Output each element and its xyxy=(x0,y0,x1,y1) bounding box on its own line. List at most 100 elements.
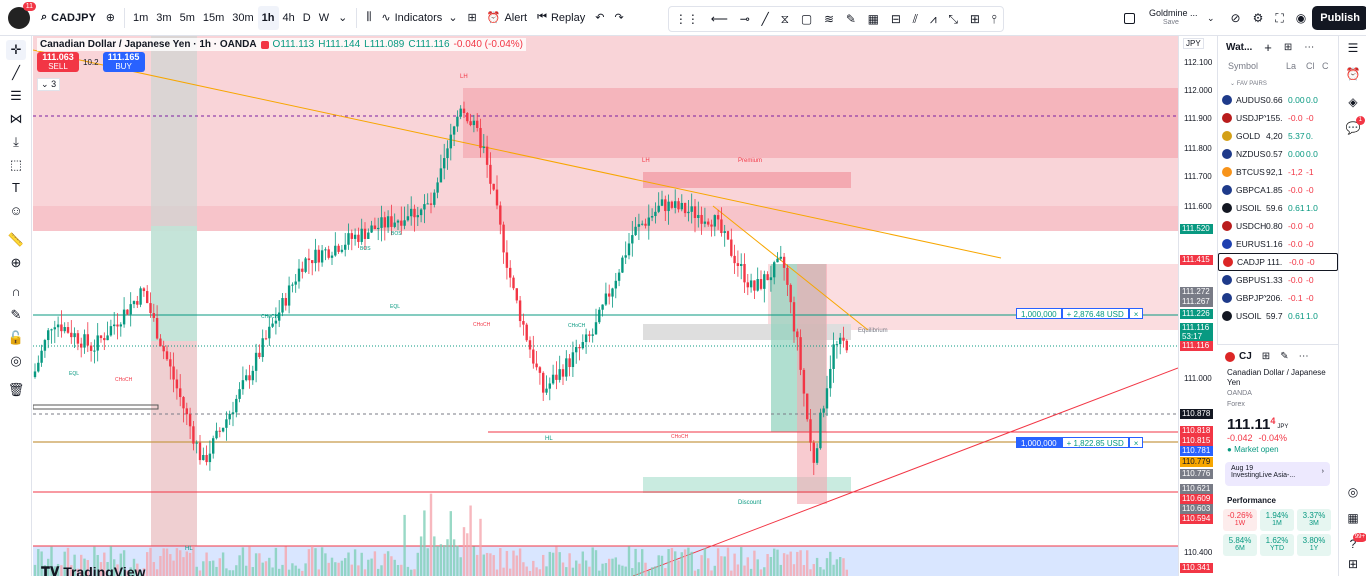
alert-button[interactable]: ⏰ Alert xyxy=(482,6,532,30)
watchlist-icon[interactable]: ☰ xyxy=(1347,41,1359,55)
eye-icon[interactable]: ◎ xyxy=(10,353,22,368)
indicator-collapse-button[interactable]: ⌄ 3 xyxy=(37,78,61,91)
price-chart[interactable] xyxy=(33,36,1178,576)
indicators-button[interactable]: ∿ Indicators ⌄ xyxy=(376,6,462,30)
layers-icon[interactable]: ◈ xyxy=(1348,95,1358,109)
camera-icon[interactable]: ◉ xyxy=(1295,11,1307,25)
crosshair-icon[interactable]: ✛ xyxy=(6,40,26,60)
buy-button[interactable]: 111.165 BUY xyxy=(102,52,145,72)
watchlist-row[interactable]: BTCUS 92,1 -1,2 -1 xyxy=(1218,163,1338,181)
performance-cell[interactable]: -0.26% 1W xyxy=(1223,509,1257,531)
lock-icon[interactable]: 🔓 xyxy=(7,330,25,345)
legend-eye-icon[interactable] xyxy=(260,40,269,49)
chevron-down-icon[interactable]: ⌄ xyxy=(1207,12,1215,23)
watchlist-row[interactable]: USOIL 59.7 0.61 1.0 xyxy=(1218,307,1338,325)
rectangle-icon[interactable]: ▢ xyxy=(800,12,813,26)
price-axis[interactable]: JPY 112.100 112.000 111.900 111.800 111.700 1… xyxy=(1178,36,1216,576)
layout-icon[interactable]: ⊞ xyxy=(1283,41,1293,53)
emoji-tool-icon[interactable]: ☺ xyxy=(9,203,23,218)
watchlist-row[interactable]: GBPJPY 206. -0.1 -0 xyxy=(1218,289,1338,307)
vertical-line-icon[interactable]: ⫯ xyxy=(991,11,997,26)
interval-30m[interactable]: 30m xyxy=(232,11,254,24)
watchlist-row[interactable]: GBPUSD 1.33 -0.0 -0 xyxy=(1218,271,1338,289)
layers-bottom-icon[interactable]: ⊞ xyxy=(1347,557,1359,571)
interval-1h[interactable]: 1h xyxy=(257,5,279,30)
symbol-search[interactable]: ⌕ CADJPY xyxy=(36,6,101,30)
drag-handle-icon[interactable]: ⋮⋮ xyxy=(674,12,699,26)
watchlist-row[interactable]: GBPCAD 1.85 -0.0 -0 xyxy=(1218,181,1338,199)
zoom-in-icon[interactable]: ⊕ xyxy=(10,255,22,270)
grid-tool-icon[interactable]: ▦ xyxy=(867,12,880,26)
horizontal-ray-icon[interactable]: ⊸ xyxy=(739,12,750,26)
interval-4h[interactable]: 4h xyxy=(282,11,295,24)
pattern-tool-icon[interactable]: ⋈ xyxy=(9,111,23,126)
compare-symbol-button[interactable]: ⊕ xyxy=(101,6,120,30)
chart-type-button[interactable]: ⫼ xyxy=(361,6,376,30)
performance-cell[interactable]: 1.94% 1M xyxy=(1260,509,1294,531)
sell-button[interactable]: 111.063 SELL xyxy=(37,52,79,72)
trend-line-tool-icon[interactable]: ╱ xyxy=(12,65,20,80)
interval-1m[interactable]: 1m xyxy=(133,11,149,24)
interval-15m[interactable]: 15m xyxy=(202,11,225,24)
interval-5m[interactable]: 5m xyxy=(179,11,195,24)
dom-icon[interactable]: ▦ xyxy=(1347,511,1359,525)
interval-D[interactable]: D xyxy=(302,11,311,24)
trash-icon[interactable]: 🗑 xyxy=(7,382,25,397)
performance-cell[interactable]: 3.37% 3M xyxy=(1297,509,1331,531)
more-icon[interactable]: ⋯ xyxy=(1304,41,1315,53)
brush-tool-icon[interactable]: ⬚ xyxy=(9,157,23,172)
fib-icon[interactable]: ⊟ xyxy=(890,12,901,26)
target-icon[interactable]: ◎ xyxy=(1347,485,1359,499)
add-symbol-icon[interactable]: + xyxy=(1264,39,1272,55)
position-line-1[interactable]: 1,000,000 + 2,876.48 USD × xyxy=(1016,308,1144,319)
watchlist-row[interactable]: NZDUSD 0.57 0.00 0.0 xyxy=(1218,145,1338,163)
chart-area[interactable]: Canadian Dollar / Japanese Yen · 1h · OA… xyxy=(33,36,1178,576)
help-icon[interactable]: ? 99+ xyxy=(1349,533,1366,551)
watchlist-row[interactable]: GOLD 4,20 5.37 0. xyxy=(1218,127,1338,145)
position-line-2[interactable]: 1,000,000 + 1,822.85 USD × xyxy=(1016,437,1144,448)
checkbox-icon[interactable] xyxy=(1124,12,1135,24)
watchlist-row[interactable]: USDCH 0.80 -0.0 -0 xyxy=(1218,217,1338,235)
watchlist-row[interactable]: USOIL 59.6 0.61 1.0 xyxy=(1218,199,1338,217)
polyline-icon[interactable]: ⧖ xyxy=(780,11,790,26)
horizontal-line-icon[interactable]: ⟵ xyxy=(710,12,728,26)
watchlist-row[interactable]: CADJP 111. -0.0 -0 xyxy=(1218,253,1338,271)
layout-icon[interactable]: ⊞ xyxy=(1261,351,1271,362)
redo-button[interactable]: ↷ xyxy=(609,6,628,30)
pitchfork-icon[interactable]: ⫽ xyxy=(912,11,919,26)
details-symbol[interactable]: CJ xyxy=(1239,351,1252,362)
close-icon[interactable]: × xyxy=(1128,308,1144,319)
edit-icon[interactable]: ✎ xyxy=(1280,351,1289,362)
projection-tool-icon[interactable]: ⤓ xyxy=(13,134,19,149)
brush-icon[interactable]: ✎ xyxy=(845,12,856,26)
lock-drawing-icon[interactable]: ✎ xyxy=(10,307,22,322)
publish-button[interactable]: Publish xyxy=(1312,6,1366,30)
col-last[interactable]: La xyxy=(1286,61,1297,71)
currency-label[interactable]: JPY xyxy=(1183,38,1204,49)
performance-cell[interactable]: 5.84% 6M xyxy=(1223,534,1257,556)
interval-3m[interactable]: 3m xyxy=(156,11,172,24)
fullscreen-icon[interactable]: ⛶ xyxy=(1275,10,1284,25)
layout-button[interactable]: ⊞ xyxy=(463,6,482,30)
watchlist-row[interactable]: EURUSD 1.16 -0.0 -0 xyxy=(1218,235,1338,253)
col-symbol[interactable]: Symbol xyxy=(1228,61,1259,71)
gear-icon[interactable]: ⚙ xyxy=(1252,11,1264,25)
performance-cell[interactable]: 3.80% 1Y xyxy=(1297,534,1331,556)
replay-button[interactable]: ⏮ Replay xyxy=(532,6,590,30)
watchlist-row[interactable]: AUDUSD 0.66 0.00 0.0 xyxy=(1218,91,1338,109)
watchlist-section[interactable]: ⌄ FAV PAIRS xyxy=(1218,74,1338,91)
text-tool-icon[interactable]: T xyxy=(12,180,20,195)
more-icon[interactable]: ⋯ xyxy=(1298,351,1309,362)
col-chg[interactable]: Cl xyxy=(1306,61,1315,71)
interval-W[interactable]: W xyxy=(318,11,330,24)
close-icon[interactable]: × xyxy=(1128,437,1144,448)
pattern-icon[interactable]: ⩘ xyxy=(929,11,937,26)
undo-button[interactable]: ↶ xyxy=(590,6,609,30)
path-icon[interactable]: ⤡ xyxy=(948,11,959,26)
avatar[interactable]: 11 xyxy=(8,1,36,29)
ruler-tool-icon[interactable]: 📏 xyxy=(7,232,25,247)
trend-line-icon[interactable]: ╱ xyxy=(761,12,769,26)
watchlist-title[interactable]: Wat... xyxy=(1226,41,1253,53)
news-card[interactable]: Aug 19 InvestingLive Asia-... › xyxy=(1225,462,1330,486)
col-pct[interactable]: C xyxy=(1322,61,1329,71)
